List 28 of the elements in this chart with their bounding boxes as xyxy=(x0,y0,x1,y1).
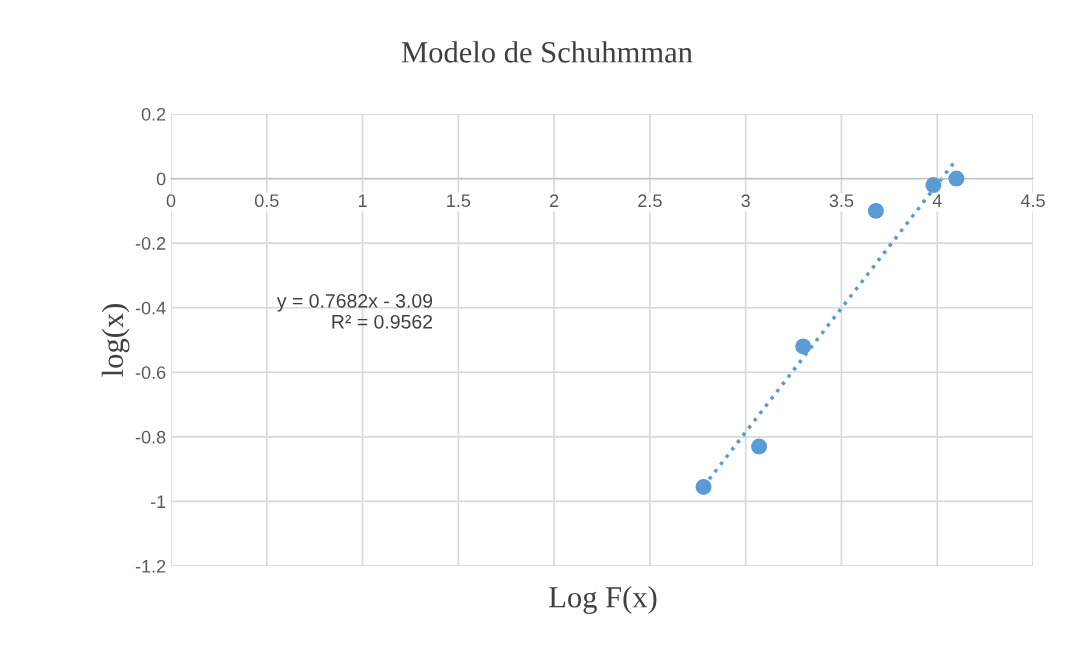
point xyxy=(925,177,942,194)
x-tick-label: 4 xyxy=(932,194,942,207)
y-tick-label: -0.6 xyxy=(135,366,166,380)
point xyxy=(867,202,884,219)
chart-title: Modelo de Schuhmman xyxy=(401,41,693,63)
point xyxy=(751,438,768,455)
x-tick-label: 1.5 xyxy=(447,194,471,208)
y-tick-label: -1.2 xyxy=(135,559,166,573)
x-tick-label: 1 xyxy=(358,194,367,207)
x-axis-title: Log F(x) xyxy=(549,586,657,614)
x-tick-label: 2 xyxy=(550,194,559,207)
point xyxy=(795,338,812,355)
x-tick-label: 2.5 xyxy=(638,194,662,208)
y-tick-label: -0.2 xyxy=(135,237,166,250)
y-tick-label: -0.8 xyxy=(135,430,166,444)
y-axis-title: log(x) xyxy=(101,304,130,377)
point xyxy=(695,478,712,495)
x-tick-label: 0.5 xyxy=(254,194,279,208)
x-tick-label: 0 xyxy=(166,194,176,208)
y-tick-label: 0 xyxy=(156,172,166,186)
annotation: y = 0.7682x - 3.09 R² = 0.9562 xyxy=(276,293,433,329)
y-tick-label: -0.4 xyxy=(135,301,166,315)
y-tick-label: 0.2 xyxy=(141,107,166,121)
x-tick-label: 3 xyxy=(741,194,750,208)
point xyxy=(948,170,965,187)
y-tick-label: -1 xyxy=(150,495,166,508)
x-tick-label: 4.5 xyxy=(1020,194,1045,208)
x-tick-label: 3.5 xyxy=(829,194,854,208)
